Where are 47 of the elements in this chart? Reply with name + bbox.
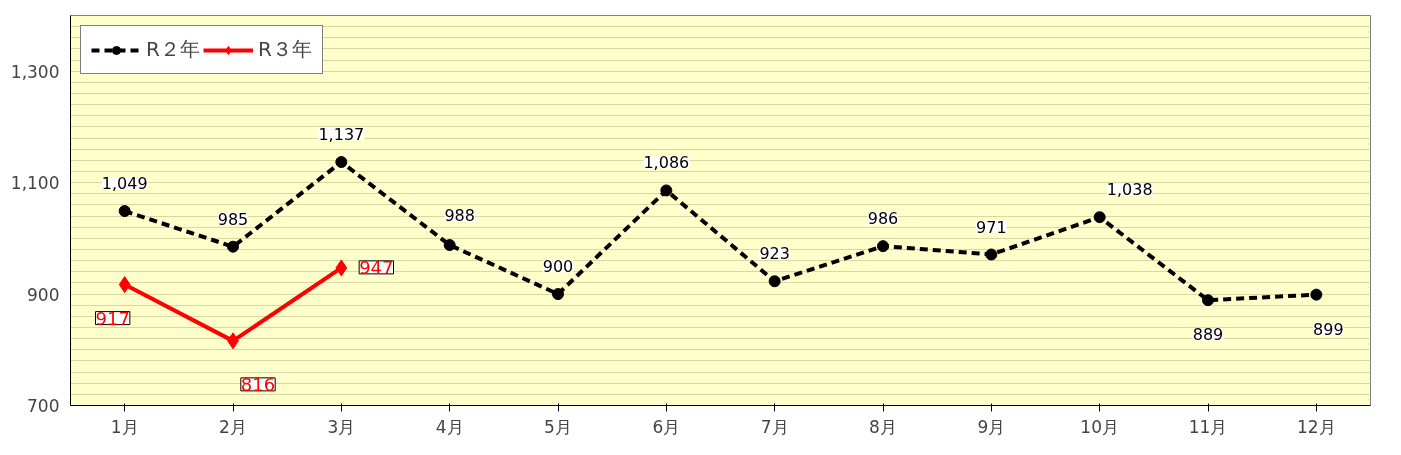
data-label: 899: [1313, 319, 1344, 339]
point: [118, 205, 131, 218]
data-label: 816: [240, 373, 276, 395]
x-tick-label: 11月: [1188, 416, 1228, 437]
data-label: 1,086: [643, 153, 690, 173]
x-tick-label: 4月: [435, 416, 464, 437]
x-tick-label: 6月: [652, 416, 681, 437]
x-tick-label: 2月: [219, 416, 247, 437]
point: [660, 184, 673, 197]
point: [335, 156, 348, 169]
point: [443, 239, 456, 252]
data-label: 971: [976, 217, 1007, 237]
x-tick-label: 12月: [1297, 416, 1336, 437]
legend-label: R２年: [146, 36, 200, 63]
x-tick-label: 3月: [327, 416, 356, 437]
data-label: 988: [444, 206, 475, 226]
x-tick-label: 5月: [544, 416, 572, 437]
data-label: 900: [542, 257, 574, 277]
y-tick-label: 1,100: [10, 173, 60, 194]
point: [877, 240, 889, 253]
x-tick-label: 7月: [760, 416, 789, 437]
y-tick-label: 1,300: [10, 61, 60, 82]
data-label: 923: [759, 244, 790, 264]
data-label: 889: [1192, 325, 1224, 345]
data-label: 947: [359, 256, 394, 278]
data-label: 985: [217, 209, 249, 229]
data-label: 1,049: [101, 174, 148, 194]
data-label: 1,137: [318, 125, 365, 145]
point: [227, 240, 239, 253]
data-label: 1,038: [1106, 180, 1153, 200]
x-tick-label: 1月: [110, 416, 139, 437]
x-tick-label: 10月: [1080, 416, 1119, 437]
point: [768, 275, 781, 288]
data-label: 986: [867, 209, 899, 229]
point: [1310, 288, 1323, 301]
point: [118, 276, 131, 294]
legend-label: R３年: [257, 36, 312, 63]
point: [1093, 211, 1106, 224]
x-tick-label: 9月: [977, 416, 1006, 437]
point: [1202, 294, 1214, 307]
point: [335, 259, 348, 277]
point: [552, 288, 564, 301]
x-tick-label: 8月: [869, 416, 897, 437]
y-tick-label: 900: [27, 284, 60, 305]
data-label: 917: [95, 307, 130, 329]
point: [985, 248, 998, 261]
y-tick-label: 700: [27, 396, 60, 416]
